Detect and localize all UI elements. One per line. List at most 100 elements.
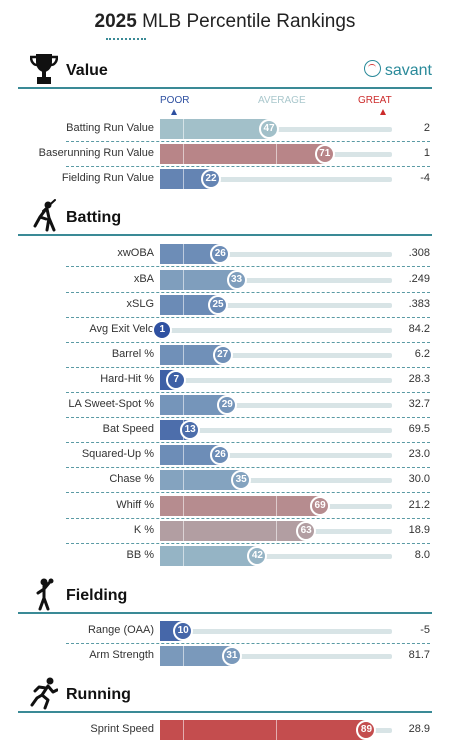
percentile-track [160,403,392,408]
page-title: 2025 MLB Percentile Rankings [94,11,356,32]
row-separator [66,543,430,544]
metric-label: Range (OAA) [87,624,154,636]
title-underline [106,38,146,40]
metric-label: xBA [133,273,154,285]
metric-label: Bat Speed [102,423,154,435]
percentile-tick [183,521,185,541]
percentile-track [160,629,392,634]
metric-label: xwOBA [117,247,154,259]
metric-row: Sprint Speed 89 28.9 [0,720,450,740]
percentile-track [160,453,392,458]
percentile-track [160,278,392,283]
metric-label: Arm Strength [89,649,154,661]
percentile-track [160,654,392,659]
percentile-track [160,303,392,308]
metric-value: 84.2 [408,323,430,335]
metric-value: 32.7 [408,398,430,410]
percentile-bar [160,470,242,490]
metric-label: Barrel % [111,348,154,360]
percentile-badge[interactable]: 42 [247,546,268,566]
row-separator [66,266,430,267]
savant-logo[interactable]: savant [363,60,432,80]
percentile-tick [183,270,185,290]
percentile-badge[interactable]: 1 [152,320,173,340]
metric-label: Whiff % [116,499,154,511]
metric-value: 28.3 [408,373,430,385]
percentile-badge[interactable]: 89 [356,720,377,740]
row-separator [66,342,430,343]
percentile-badge[interactable]: 35 [231,470,252,490]
metric-label: Squared-Up % [81,448,154,460]
row-separator [66,442,430,443]
percentile-badge[interactable]: 25 [208,295,228,315]
metric-value: -4 [420,172,430,184]
percentile-badge[interactable]: 10 [173,621,194,641]
scale-great-label: GREAT [358,95,392,106]
percentile-badge[interactable]: 63 [296,521,317,541]
section-rule [18,87,432,89]
percentile-bar [160,244,221,264]
metric-value: 81.7 [408,649,430,661]
percentile-bar [160,144,325,164]
section-header-value: Value savant [18,54,432,89]
percentile-badge[interactable]: 29 [217,395,238,415]
percentile-tick [183,646,185,666]
section-title-running: Running [66,686,131,703]
metric-row: Barrel % 27 6.2 [0,345,450,365]
percentile-badge[interactable]: 47 [259,119,280,139]
metric-value: 18.9 [408,524,430,536]
metric-row: Range (OAA) 10 -5 [0,621,450,641]
row-separator [66,492,430,493]
metric-value: 2 [423,122,430,134]
percentile-track [160,328,392,333]
scale-average-label: AVERAGE [258,95,306,106]
poor-triangle-icon [171,109,177,115]
row-separator [66,518,430,519]
percentile-bar [160,445,221,465]
percentile-badge[interactable]: 31 [221,646,242,666]
percentile-badge[interactable]: 26 [210,445,231,465]
fielder-icon [30,577,58,611]
metric-label: Baserunning Run Value [38,147,154,159]
section-header-batting: Batting [18,199,432,236]
metric-label: Sprint Speed [90,723,154,735]
percentile-badge[interactable]: 33 [226,270,247,290]
row-separator [66,467,430,468]
row-separator [66,166,430,167]
metric-label: Avg Exit Velo [89,323,154,335]
percentile-badge[interactable]: 69 [310,496,331,516]
metric-value: 6.2 [414,348,430,360]
metric-value: .383 [408,298,430,310]
metric-label: K % [133,524,154,536]
percentile-badge[interactable]: 7 [166,370,187,390]
percentile-bar [160,395,228,415]
metric-row: Whiff % 69 21.2 [0,496,450,516]
percentile-tick [183,720,185,740]
percentile-badge[interactable]: 71 [314,144,335,164]
metric-value: .249 [408,273,430,285]
percentile-bar [160,521,307,541]
metric-label: Batting Run Value [66,122,154,134]
row-separator [66,317,430,318]
percentile-tick [183,470,185,490]
percentile-bar [160,646,232,666]
metric-value: 23.0 [408,448,430,460]
metric-label: Hard-Hit % [100,373,154,385]
percentile-badge[interactable]: 22 [201,169,222,189]
baseball-icon [363,60,381,77]
percentile-badge[interactable]: 27 [212,345,233,365]
section-rule [18,711,432,713]
percentile-scale: POOR AVERAGE GREAT [0,95,450,119]
metric-row: K % 63 18.9 [0,521,450,541]
percentile-badge[interactable]: 13 [180,420,201,440]
section-title-value: Value [66,62,108,79]
metric-row: xSLG 25 .383 [0,295,450,315]
section-header-fielding: Fielding [18,578,432,614]
metric-value: 21.2 [408,499,430,511]
percentile-track [160,353,392,358]
metric-value: 8.0 [414,549,430,561]
metric-row: xBA 33 .249 [0,270,450,290]
percentile-bar [160,720,367,740]
trophy-icon [29,52,59,86]
percentile-badge[interactable]: 26 [210,244,231,264]
